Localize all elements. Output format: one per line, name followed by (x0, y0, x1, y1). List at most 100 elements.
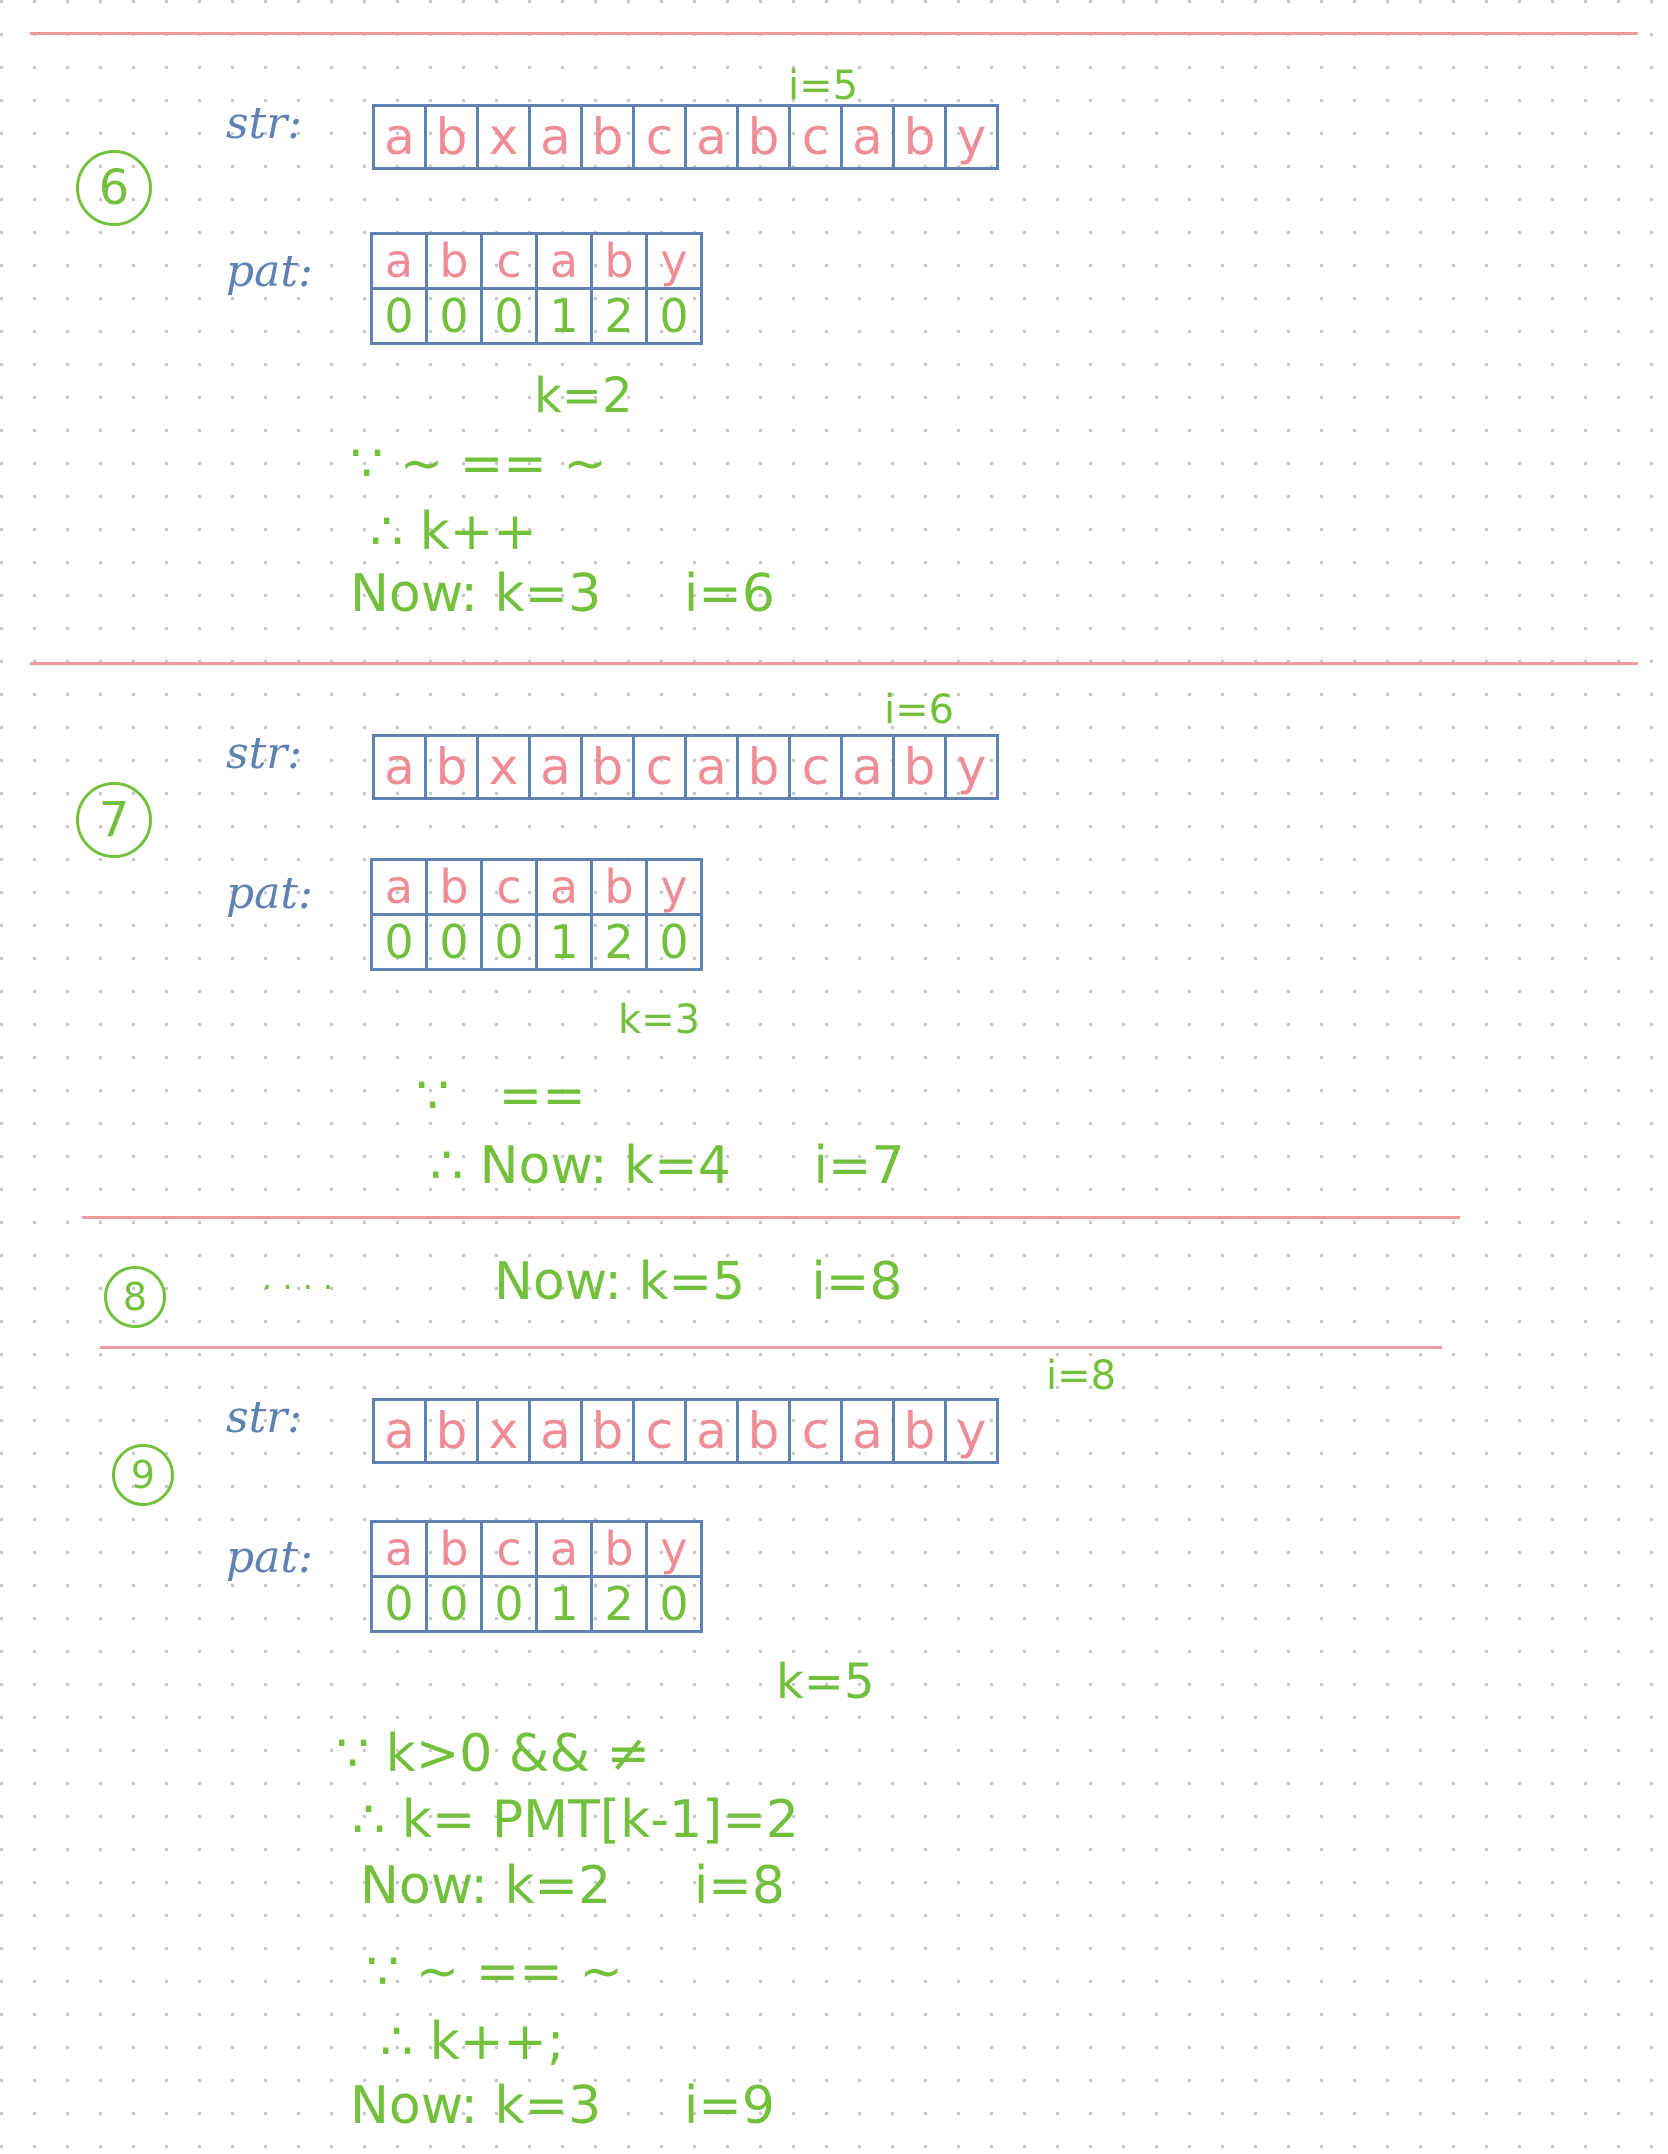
step-9-pat-char: b (425, 1520, 483, 1578)
step-9-line-2: ∴ k= PMT[k-1]=2 (352, 1790, 800, 1850)
step-9-pat-char: c (480, 1520, 538, 1578)
step-9-i-marker: i=8 (1046, 1353, 1117, 1399)
step-7-str-char: a (687, 737, 739, 797)
step-6-pat-label: pat: (226, 246, 313, 297)
step-7-str-char: y (947, 737, 999, 797)
step-6-line-3: Now: k=3 i=6 (350, 564, 775, 624)
step-6-pmt-value: 2 (590, 287, 648, 345)
step-7-pmt-value: 1 (535, 913, 593, 971)
step-6-str-char: c (791, 107, 843, 167)
step-9-str-char: y (947, 1401, 999, 1461)
step-9-pattern-table: a b c a b y 0 0 0 1 2 0 (370, 1520, 703, 1633)
step-7-pmt-value: 0 (480, 913, 538, 971)
step-8-line: Now: k=5 i=8 (494, 1252, 903, 1312)
step-9-pmt-value: 0 (370, 1575, 428, 1633)
step-6-pmt-value: 0 (370, 287, 428, 345)
step-7-pat-char: b (590, 858, 648, 916)
step-6-pmt-value: 0 (425, 287, 483, 345)
step-9-str-char: a (687, 1401, 739, 1461)
step-7-str-char: x (479, 737, 531, 797)
step-9-pmt-value: 1 (535, 1575, 593, 1633)
step-7-str-char: a (531, 737, 583, 797)
step-9-k-marker: k=5 (776, 1654, 875, 1710)
step-7-string-row: a b x a b c a b c a b y (372, 734, 999, 800)
step-6-str-char: b (427, 107, 479, 167)
step-6-pat-char: a (370, 232, 428, 290)
step-7-str-label: str: (226, 728, 303, 779)
step-7-pmt-value: 0 (370, 913, 428, 971)
step-9-str-char: c (635, 1401, 687, 1461)
step-6-pmt-value: 1 (535, 287, 593, 345)
step-6-line-2: ∴ k++ (370, 502, 537, 562)
step-6-str-char: x (479, 107, 531, 167)
step-8-number: 8 (104, 1266, 166, 1328)
step-6-pat-char: a (535, 232, 593, 290)
divider-top (30, 32, 1638, 35)
step-6-line-1: ∵ ~ == ~ (350, 434, 607, 494)
step-6-str-char: a (843, 107, 895, 167)
step-9-pat-char: a (535, 1520, 593, 1578)
step-7-str-char: a (843, 737, 895, 797)
step-6-number: 6 (76, 150, 152, 226)
step-6-pat-char: y (645, 232, 703, 290)
step-6-str-char: b (895, 107, 947, 167)
step-9-pmt-value: 0 (425, 1575, 483, 1633)
step-7-pat-char: a (370, 858, 428, 916)
step-7-line-1: ∵ == (416, 1066, 586, 1126)
step-7-pat-char: c (480, 858, 538, 916)
step-7-str-char: c (635, 737, 687, 797)
step-7-str-char: b (739, 737, 791, 797)
step-9-pmt-value: 0 (645, 1575, 703, 1633)
step-7-pattern-table: a b c a b y 0 0 0 1 2 0 (370, 858, 703, 971)
step-7-pmt-value: 2 (590, 913, 648, 971)
step-7-str-char: a (375, 737, 427, 797)
step-9-str-char: b (895, 1401, 947, 1461)
step-9-pmt-value: 0 (480, 1575, 538, 1633)
step-7-k-marker: k=3 (618, 997, 701, 1043)
step-9-pmt-value: 2 (590, 1575, 648, 1633)
step-9-pat-char: y (645, 1520, 703, 1578)
step-7-str-char: b (895, 737, 947, 797)
step-9-pat-char: b (590, 1520, 648, 1578)
step-6-str-label: str: (226, 98, 303, 149)
step-7-pat-char: a (535, 858, 593, 916)
step-9-str-char: x (479, 1401, 531, 1461)
step-7-i-marker: i=6 (884, 687, 955, 733)
divider-8-9 (100, 1346, 1442, 1349)
step-9-line-5: ∴ k++; (380, 2012, 565, 2072)
step-6-str-char: a (375, 107, 427, 167)
step-7-pat-char: b (425, 858, 483, 916)
step-7-pmt-value: 0 (425, 913, 483, 971)
step-6-pmt-value: 0 (480, 287, 538, 345)
divider-7-8 (82, 1216, 1460, 1219)
step-9-str-char: b (583, 1401, 635, 1461)
step-9-str-char: a (375, 1401, 427, 1461)
step-9-str-char: b (427, 1401, 479, 1461)
step-9-str-char: b (739, 1401, 791, 1461)
step-6-str-char: b (583, 107, 635, 167)
step-7-pmt-value: 0 (645, 913, 703, 971)
step-7-str-char: b (583, 737, 635, 797)
step-7-pat-char: y (645, 858, 703, 916)
step-9-str-char: c (791, 1401, 843, 1461)
step-9-str-label: str: (226, 1392, 303, 1443)
step-9-string-row: a b x a b c a b c a b y (372, 1398, 999, 1464)
step-6-pat-char: b (590, 232, 648, 290)
step-6-str-char: b (739, 107, 791, 167)
step-6-pat-char: c (480, 232, 538, 290)
step-6-string-row: a b x a b c a b c a b y (372, 104, 999, 170)
step-7-pat-label: pat: (226, 868, 313, 919)
step-9-number: 9 (112, 1444, 174, 1506)
step-9-pat-char: a (370, 1520, 428, 1578)
step-6-pattern-table: a b c a b y 0 0 0 1 2 0 (370, 232, 703, 345)
step-8-dots: . . . . (262, 1259, 334, 1297)
step-9-str-char: a (843, 1401, 895, 1461)
step-9-pat-label: pat: (226, 1532, 313, 1583)
step-7-str-char: b (427, 737, 479, 797)
step-9-line-3: Now: k=2 i=8 (360, 1856, 785, 1916)
step-6-str-char: a (687, 107, 739, 167)
step-6-str-char: c (635, 107, 687, 167)
step-9-line-6: Now: k=3 i=9 (350, 2076, 775, 2136)
step-6-pmt-value: 0 (645, 287, 703, 345)
divider-6-7 (30, 662, 1638, 665)
